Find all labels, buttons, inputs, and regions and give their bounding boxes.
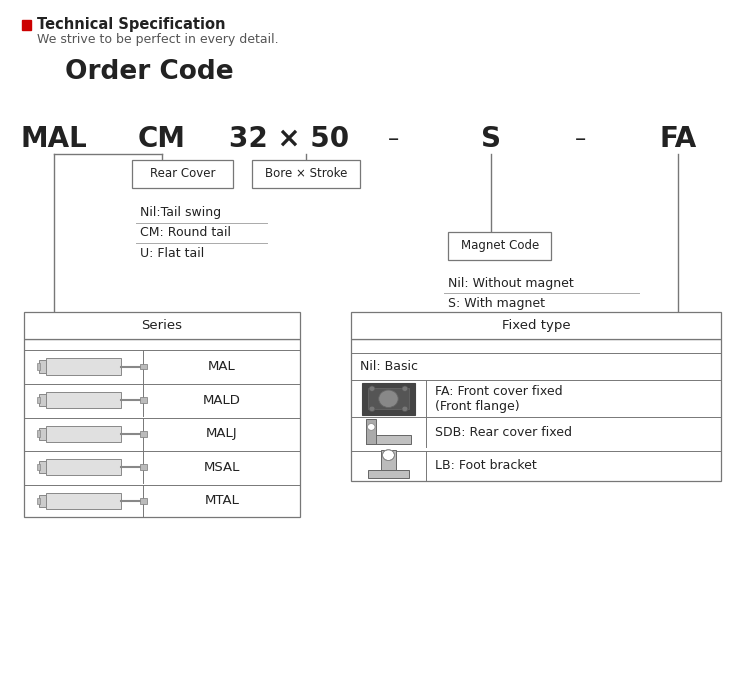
Bar [368,388,410,410]
Text: –: – [574,129,586,149]
Circle shape [382,450,394,460]
Bar [46,459,121,475]
Circle shape [402,386,408,392]
Text: Order Code: Order Code [65,59,233,85]
Bar [140,464,147,470]
Bar [140,498,147,503]
Text: Nil:Tail swing: Nil:Tail swing [140,206,220,219]
Text: CM: Round tail: CM: Round tail [140,226,231,239]
Bar [40,495,46,507]
Text: –: – [388,129,399,149]
Bar [40,361,46,373]
Text: We strive to be perfect in every detail.: We strive to be perfect in every detail. [38,33,279,46]
Text: Fixed type: Fixed type [502,319,570,332]
Bar [37,497,40,504]
Text: Nil: Without magnet: Nil: Without magnet [448,277,574,290]
Bar [46,493,121,509]
FancyBboxPatch shape [448,232,551,259]
Bar [140,431,147,437]
Bar [362,383,416,415]
Text: S: With magnet: S: With magnet [448,297,545,310]
Bar [366,419,376,444]
Bar [37,431,40,437]
Bar [37,464,40,470]
Text: Bore × Stroke: Bore × Stroke [265,167,347,181]
FancyBboxPatch shape [24,312,300,339]
Text: Technical Specification: Technical Specification [38,18,226,32]
Bar [366,435,411,444]
Text: LB: Foot bracket: LB: Foot bracket [435,460,536,472]
FancyBboxPatch shape [252,160,360,188]
Bar [40,394,46,406]
Bar [37,397,40,403]
Text: Nil: Basic: Nil: Basic [360,360,418,373]
Circle shape [368,423,375,430]
Text: FA: Front cover fixed
(Front flange): FA: Front cover fixed (Front flange) [435,385,562,412]
Bar [381,450,396,470]
Text: MAL: MAL [208,360,236,373]
Text: MALD: MALD [203,394,241,406]
Circle shape [402,406,408,412]
Text: Rear Cover: Rear Cover [150,167,215,181]
Bar [22,20,32,30]
Text: SDB: Rear cover fixed: SDB: Rear cover fixed [435,426,572,439]
Bar [368,470,410,478]
Bar [351,339,721,481]
Bar [140,364,147,369]
Bar [46,392,121,408]
Bar [46,425,121,441]
Bar [40,427,46,439]
Text: S: S [481,125,501,153]
Text: MTAL: MTAL [205,494,239,508]
FancyBboxPatch shape [351,312,721,339]
Text: FA: FA [659,125,696,153]
Text: Series: Series [142,319,182,332]
Bar [140,397,147,403]
Bar [24,339,300,517]
Text: MSAL: MSAL [204,461,240,474]
Text: 32 × 50: 32 × 50 [229,125,350,153]
Text: Magnet Code: Magnet Code [460,239,539,252]
FancyBboxPatch shape [132,160,233,188]
Text: MAL: MAL [20,125,87,153]
Text: U: Flat tail: U: Flat tail [140,247,204,259]
Circle shape [379,390,398,408]
Text: CM: CM [138,125,186,153]
Circle shape [369,386,375,392]
Bar [46,359,121,375]
Text: MALJ: MALJ [206,427,238,440]
Bar [37,363,40,370]
Bar [40,461,46,473]
Circle shape [369,406,375,412]
